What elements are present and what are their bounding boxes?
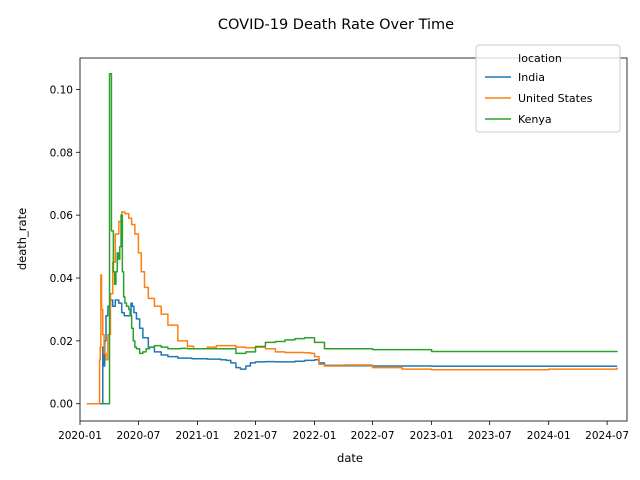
x-tick-label: 2024-07 bbox=[585, 430, 629, 442]
y-tick-label: 0.04 bbox=[50, 273, 74, 285]
x-tick-label: 2021-07 bbox=[234, 430, 278, 442]
chart-title: COVID-19 Death Rate Over Time bbox=[218, 17, 454, 33]
x-tick-label: 2024-01 bbox=[527, 430, 571, 442]
y-tick-label: 0.06 bbox=[50, 210, 74, 222]
legend-label: Kenya bbox=[518, 113, 552, 126]
y-axis-label: death_rate bbox=[15, 208, 29, 270]
series-layer bbox=[86, 72, 618, 405]
x-axis-label: date bbox=[337, 451, 363, 465]
series-line-kenya bbox=[103, 72, 618, 405]
series-line-united-states bbox=[86, 211, 618, 405]
plot-area bbox=[86, 72, 618, 405]
x-tick-label: 2020-01 bbox=[58, 430, 102, 442]
x-tick-label: 2022-01 bbox=[293, 430, 337, 442]
legend-box bbox=[475, 44, 621, 133]
x-tick-label: 2022-07 bbox=[351, 430, 395, 442]
y-axis: 0.00 0.02 0.04 0.06 0.08 0.10 bbox=[50, 84, 80, 411]
x-tick-label: 2021-01 bbox=[175, 430, 219, 442]
series-line-india bbox=[89, 299, 618, 405]
legend-items: India United States Kenya bbox=[485, 71, 593, 126]
legend: location India United States Kenya bbox=[475, 44, 621, 133]
legend-label: India bbox=[518, 71, 545, 84]
y-tick-label: 0.02 bbox=[50, 336, 73, 348]
x-tick-label: 2020-07 bbox=[116, 430, 160, 442]
legend-title: location bbox=[518, 52, 562, 65]
legend-label: United States bbox=[518, 92, 593, 105]
y-tick-label: 0.00 bbox=[50, 399, 73, 411]
x-tick-label: 2023-01 bbox=[410, 430, 454, 442]
x-axis: 2020-01 2020-07 2021-01 2021-07 2022-01 2022-… bbox=[58, 421, 629, 442]
x-tick-label: 2023-07 bbox=[468, 430, 512, 442]
y-tick-label: 0.10 bbox=[50, 84, 73, 96]
plot-frame bbox=[79, 57, 628, 422]
y-tick-label: 0.08 bbox=[50, 147, 73, 159]
